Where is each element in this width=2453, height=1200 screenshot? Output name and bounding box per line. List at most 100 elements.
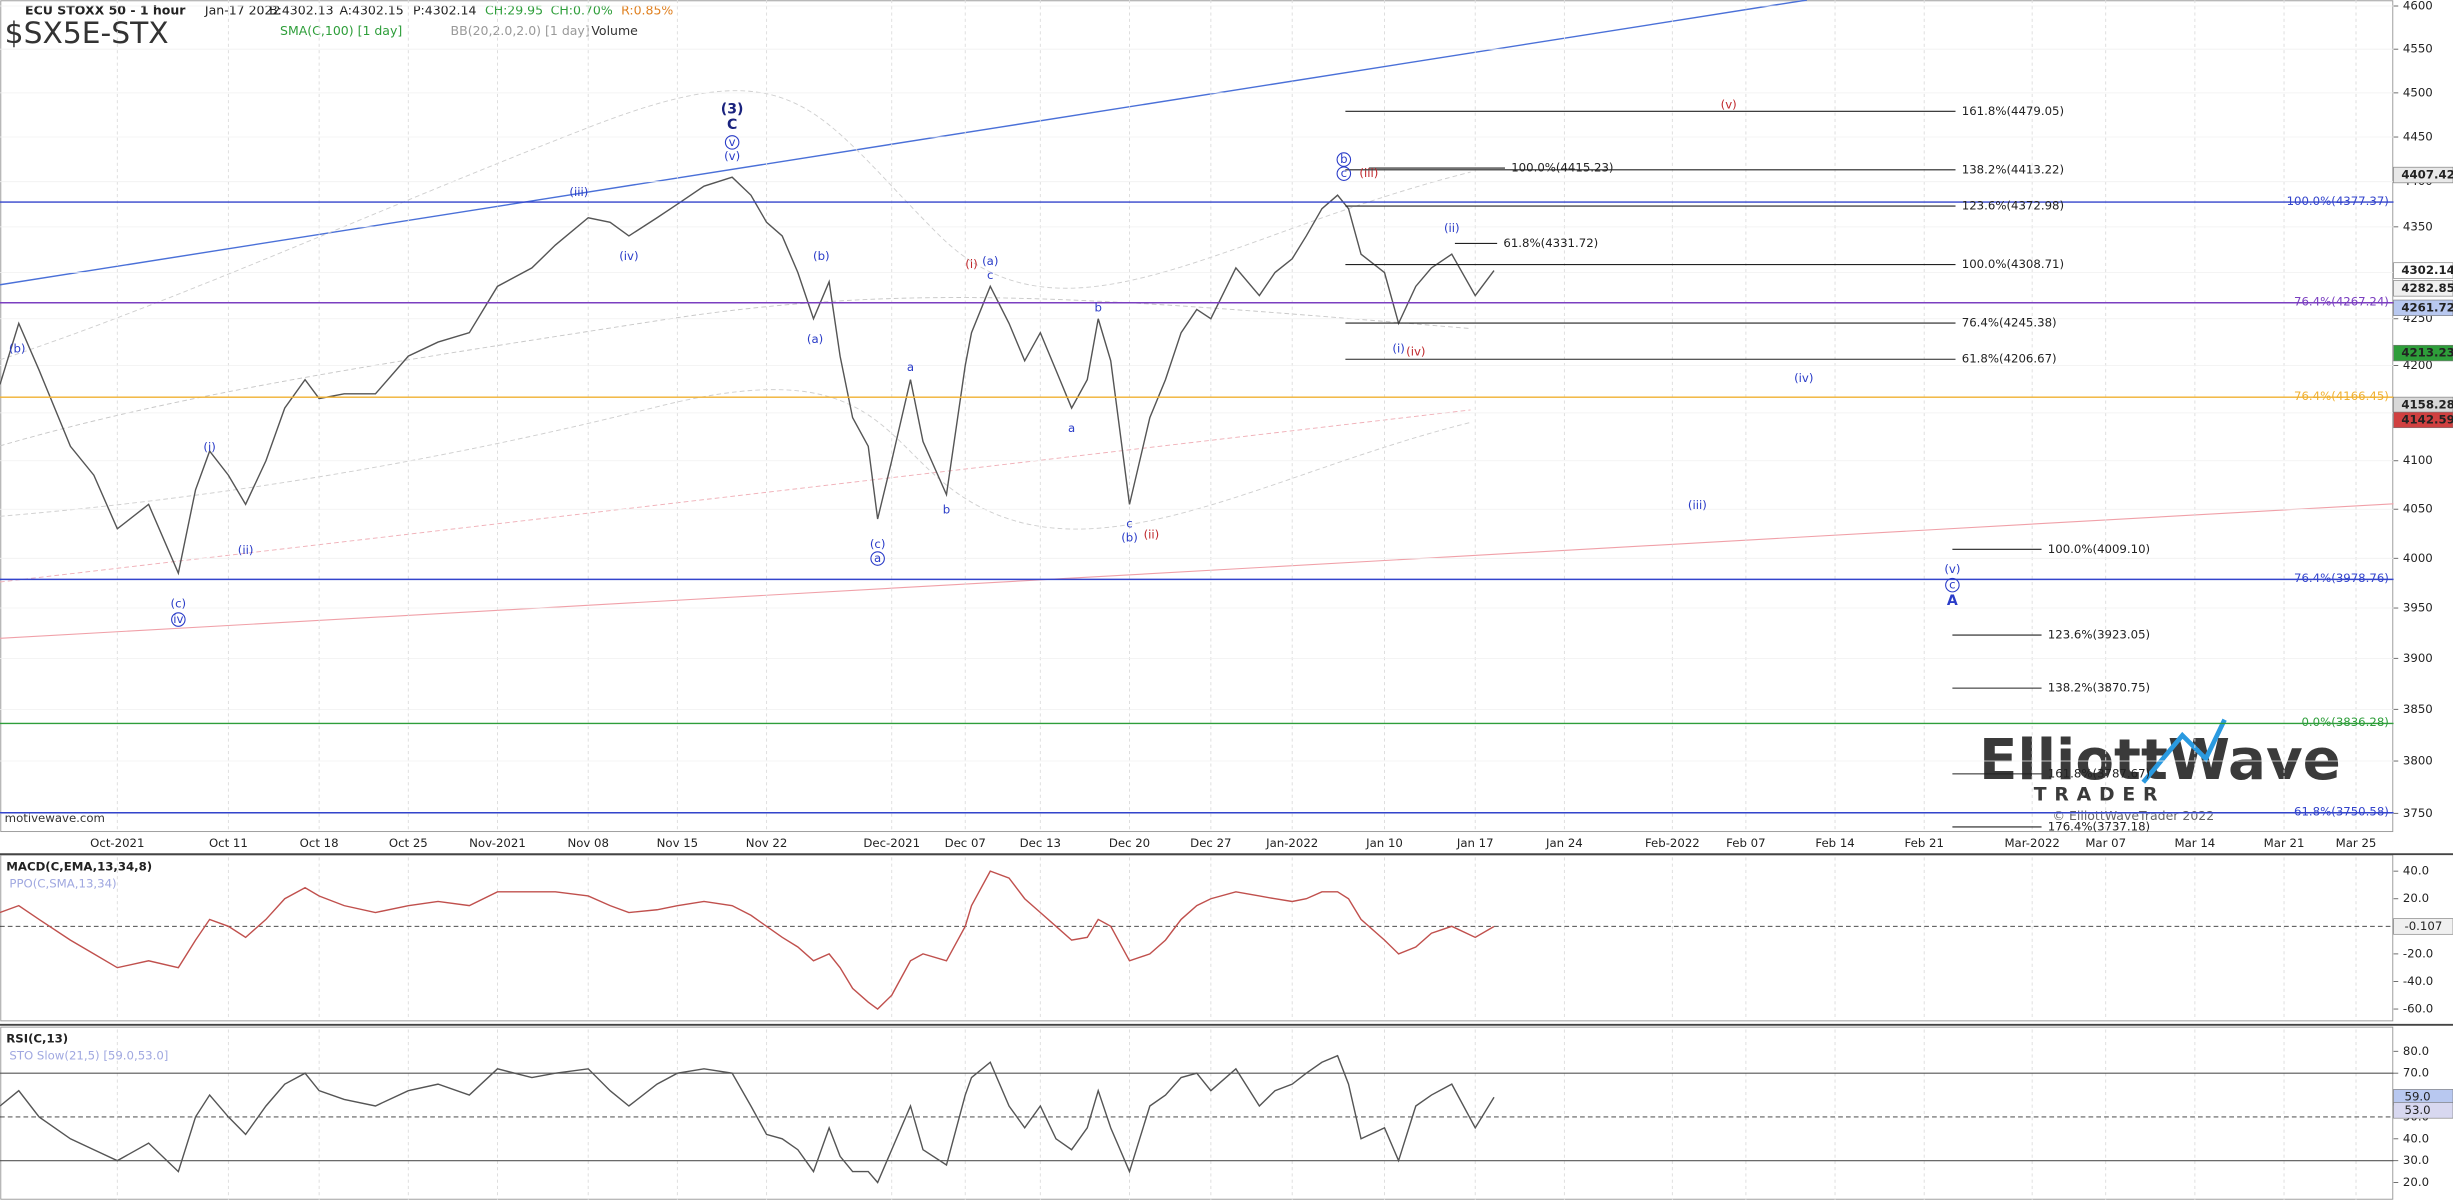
series-line — [0, 870, 1495, 1010]
y-tick-label: 3950 — [2403, 601, 2433, 615]
price-marker-label: 4158.28 — [2401, 397, 2453, 411]
fib-label: 61.8%(4331.72) — [1503, 236, 1598, 250]
x-tick-label: Feb-2022 — [1645, 836, 1700, 850]
wave-label: (ii) — [1444, 221, 1460, 235]
panel-title: MACD(C,EMA,13,34,8) — [6, 859, 152, 873]
x-tick-label: Dec 27 — [1190, 836, 1231, 850]
wave-label: (iii) — [569, 185, 588, 199]
y-tick-label: 4450 — [2403, 130, 2433, 144]
fib-label: 61.8%(4206.67) — [1962, 352, 2057, 366]
price-marker-label: 4213.23 — [2401, 346, 2453, 360]
y-tick-label: 40.0 — [2403, 864, 2429, 878]
wave-label: (i) — [1392, 341, 1404, 355]
y-tick-label: 4500 — [2403, 85, 2433, 99]
x-tick-label: Nov-2021 — [469, 836, 526, 850]
y-tick-label: 3800 — [2403, 754, 2433, 768]
panel-title: RSI(C,13) — [6, 1031, 68, 1045]
wave-label: c — [1126, 517, 1132, 531]
wave-label: (b) — [1121, 531, 1138, 545]
fib-label: 100.0%(4415.23) — [1511, 161, 1613, 175]
fib-label: 100.0%(4308.71) — [1962, 257, 2064, 271]
fib-label: 161.8%(3787.67) — [2048, 766, 2150, 780]
wave-circle — [724, 135, 740, 150]
y-tick-label: 4100 — [2403, 453, 2433, 467]
wave-label: (iii) — [1359, 166, 1378, 180]
study-label: Volume — [591, 23, 638, 38]
price-marker-label: 4142.59 — [2401, 412, 2453, 426]
y-tick-label: 30.0 — [2403, 1153, 2429, 1167]
wave-circle — [870, 551, 885, 566]
price-marker — [2393, 299, 2453, 316]
wave-label: (b) — [9, 341, 26, 355]
wave-circle — [1945, 577, 1960, 593]
bollinger-band — [0, 90, 1471, 361]
x-tick-label: Nov 22 — [746, 836, 788, 850]
wave-label: (v) — [1721, 97, 1737, 111]
panel-subtitle: STO Slow(21,5) [59.0,53.0] — [9, 1049, 168, 1063]
fib-label: 138.2%(4413.22) — [1962, 162, 2064, 176]
trend-line — [0, 0, 1808, 286]
y-tick-label: 3750 — [2403, 806, 2433, 820]
x-tick-label: Mar 14 — [2174, 836, 2215, 850]
x-tick-label: Mar 07 — [2085, 836, 2126, 850]
series-line — [0, 176, 1495, 576]
price-marker — [2393, 166, 2453, 184]
price-marker — [2393, 411, 2453, 429]
wave-label: (v) — [724, 149, 740, 163]
x-tick-label: Dec 13 — [1020, 836, 1061, 850]
y-tick-label: 3900 — [2403, 651, 2433, 665]
price-marker — [2393, 344, 2453, 362]
wave-label: (a) — [807, 332, 823, 346]
series-line — [0, 1054, 1495, 1184]
value-marker-label: 53.0 — [2405, 1103, 2431, 1117]
x-tick-label: Jan-2022 — [1265, 836, 1318, 850]
wave-label: (iv) — [619, 249, 638, 263]
y-tick-label: 20.0 — [2403, 1175, 2429, 1189]
wave-label: (3) — [721, 102, 744, 118]
fib-label: 76.4%(4245.38) — [1962, 316, 2057, 330]
y-tick-label: -60.0 — [2403, 1002, 2433, 1016]
wave-label: iv — [173, 612, 183, 626]
fib-label: 123.6%(4372.98) — [1962, 199, 2064, 213]
rsi-panel — [0, 1026, 2394, 1200]
fib-label: 123.6%(3923.05) — [2048, 628, 2150, 642]
wave-label: A — [1947, 593, 1958, 609]
price-marker-label: 4407.42 — [2401, 168, 2453, 182]
x-tick-label: Oct 11 — [209, 836, 248, 850]
wave-circle — [1336, 166, 1352, 181]
wave-label: (i) — [965, 257, 977, 271]
y-tick-label: 70.0 — [2403, 1066, 2429, 1080]
price-marker-label: 4282.85 — [2401, 281, 2453, 295]
header-change: CH:29.95 — [485, 2, 543, 17]
x-tick-label: Dec 20 — [1109, 836, 1150, 850]
wave-label: (v) — [1944, 562, 1960, 576]
x-tick-label: Dec 07 — [945, 836, 986, 850]
logo-copyright: © ElliottWaveTrader 2022 — [2053, 808, 2215, 823]
study-label: SMA(C,100) [1 day] — [280, 23, 402, 38]
x-tick-label: Feb 14 — [1815, 836, 1854, 850]
wave-label: (b) — [813, 249, 830, 263]
wave-label: b — [943, 503, 950, 517]
wave-label: (ii) — [1144, 528, 1160, 542]
x-tick-label: Oct-2021 — [90, 836, 144, 850]
x-tick-label: Feb 07 — [1726, 836, 1765, 850]
wave-label: (c) — [171, 596, 187, 610]
x-tick-label: Dec-2021 — [863, 836, 920, 850]
wave-label: c — [1341, 166, 1347, 180]
y-tick-label: 4550 — [2403, 42, 2433, 56]
level-label: 76.4%(4166.45) — [2294, 389, 2389, 403]
wave-label: (iii) — [1688, 498, 1707, 512]
x-tick-label: Feb 21 — [1905, 836, 1944, 850]
fib-label: 100.0%(4009.10) — [2048, 542, 2150, 556]
y-tick-label: 20.0 — [2403, 891, 2429, 905]
level-label: 76.4%(3978.76) — [2294, 571, 2389, 585]
value-marker — [2393, 1102, 2453, 1119]
wave-label: (c) — [870, 537, 886, 551]
level-label: 61.8%(3750.58) — [2294, 804, 2389, 818]
x-tick-label: Nov 08 — [567, 836, 609, 850]
study-label: BB(20,2.0,2.0) [1 day] — [451, 23, 590, 38]
y-tick-label: 40.0 — [2403, 1131, 2429, 1145]
